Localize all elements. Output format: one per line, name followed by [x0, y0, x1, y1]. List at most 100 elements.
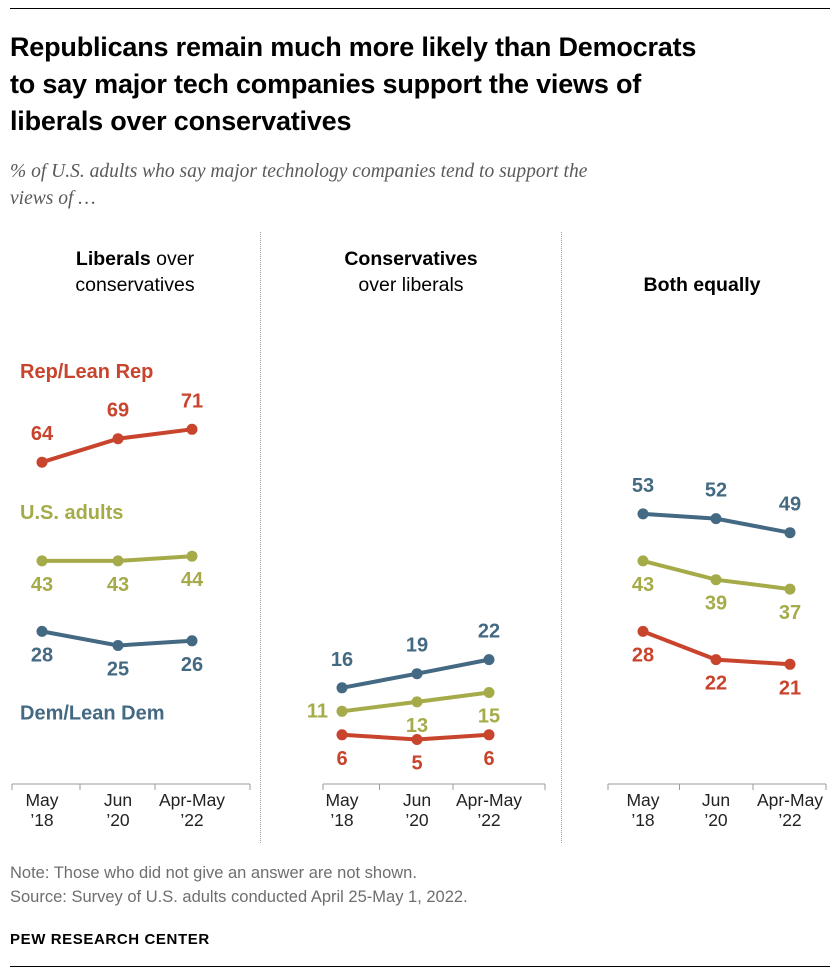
x-tick-label: May — [626, 790, 659, 810]
data-point-dem — [36, 625, 48, 637]
note-line: Note: Those who did not give an answer a… — [10, 864, 417, 882]
value-label: 16 — [331, 649, 353, 671]
value-label: 15 — [478, 706, 500, 728]
value-label: 39 — [705, 593, 727, 615]
panel-both-equally: Both equally May ’18 Jun ’20 Apr-May ’22 53 52 4… — [562, 232, 830, 843]
value-label: 69 — [107, 400, 129, 422]
data-point-us_adults — [483, 687, 495, 698]
x-tick-label: Apr-May — [456, 790, 522, 810]
series-label-dem: Dem/Lean Dem — [20, 702, 165, 724]
panel-header-bold: Conservatives — [344, 248, 478, 270]
data-point-dem — [710, 513, 722, 525]
data-point-us_adults — [186, 550, 198, 562]
data-point-dem — [483, 654, 495, 666]
x-tick-label: May — [25, 790, 58, 810]
value-label: 43 — [632, 574, 654, 596]
title-line: liberals over conservatives — [10, 106, 352, 136]
data-point-rep — [336, 729, 348, 741]
panel-header: Both equally — [574, 232, 830, 298]
data-point-rep — [784, 658, 796, 670]
data-point-us_adults — [36, 555, 48, 567]
value-label: 28 — [31, 644, 53, 666]
source-line: Source: Survey of U.S. adults conducted … — [10, 888, 468, 906]
chart-notes: Note: Those who did not give an answer a… — [10, 861, 830, 909]
value-label: 6 — [483, 748, 494, 770]
x-tick-label: ’18 — [330, 810, 353, 830]
panel-liberals-over-conservatives: Liberals over conservatives May ’18 Jun ’20… — [10, 232, 260, 843]
panel-header-bold: Both equally — [643, 274, 761, 296]
bottom-rule — [10, 966, 830, 967]
value-label: 22 — [478, 621, 500, 643]
chart-title: Republicans remain much more likely than… — [10, 29, 830, 140]
pew-research-center-brand: PEW RESEARCH CENTER — [10, 931, 210, 948]
series-label-us_adults: U.S. adults — [20, 502, 123, 524]
panel-header-rest: over conservatives — [75, 248, 195, 296]
x-tick-label: ’20 — [106, 810, 130, 830]
chart-region: Liberals over conservatives May ’18 Jun ’20… — [10, 232, 830, 843]
data-point-us_adults — [336, 705, 348, 717]
data-point-rep — [710, 654, 722, 666]
value-label: 26 — [181, 654, 203, 676]
line-chart-liberals-over-conservatives: May’18 Jun’20 Apr-May’22 64 69 71 Rep/Lean Rep… — [11, 361, 251, 830]
x-tick-label: ’22 — [778, 810, 801, 830]
data-point-dem — [637, 508, 649, 520]
value-label: 71 — [181, 390, 203, 412]
value-label: 22 — [705, 673, 727, 695]
data-point-rep — [411, 734, 423, 745]
x-tick-label: May — [325, 790, 358, 810]
value-label: 25 — [107, 659, 129, 681]
data-point-us_adults — [710, 574, 722, 586]
data-point-dem — [411, 668, 423, 680]
x-tick-label: Jun — [104, 790, 132, 810]
x-tick-label: Apr-May — [757, 790, 823, 810]
value-label: 49 — [779, 494, 801, 516]
data-point-us_adults — [411, 696, 423, 708]
data-point-us_adults — [112, 555, 124, 567]
panel-header-bold: Liberals — [75, 248, 151, 270]
subtitle-line: % of U.S. adults who say major technolog… — [10, 161, 588, 182]
panel-header-rest: over liberals — [358, 274, 464, 296]
x-tick-label: Jun — [702, 790, 730, 810]
data-point-dem — [186, 635, 198, 647]
x-tick-label: ’18 — [30, 810, 53, 830]
x-tick-label: ’18 — [631, 810, 654, 830]
x-tick-label: Jun — [403, 790, 431, 810]
x-tick-label: Apr-May — [159, 790, 225, 810]
data-point-rep — [112, 433, 124, 445]
subtitle-line: views of … — [10, 188, 96, 209]
value-label: 64 — [31, 423, 54, 445]
line-chart-conservatives-over-liberals: May’18 Jun’20 Apr-May’22 16 19 22 11 13 15 6 5 6 — [307, 621, 546, 830]
top-rule — [10, 8, 830, 9]
data-point-dem — [336, 682, 348, 694]
data-point-us_adults — [784, 583, 796, 595]
chart-subtitle: % of U.S. adults who say major technolog… — [10, 158, 830, 212]
value-label: 5 — [411, 753, 422, 775]
x-tick-label: ’22 — [180, 810, 203, 830]
value-label: 53 — [632, 475, 654, 497]
x-tick-label: ’20 — [704, 810, 728, 830]
series-label-rep: Rep/Lean Rep — [20, 361, 153, 383]
data-point-rep — [637, 625, 649, 637]
value-label: 43 — [107, 574, 129, 596]
panel-header: Conservatives over liberals — [265, 232, 557, 298]
data-point-us_adults — [637, 555, 649, 567]
data-point-dem — [112, 640, 124, 651]
line-chart-both-equally: May’18 Jun’20 Apr-May’22 53 52 49 43 39 37 28 22 21 — [607, 475, 827, 830]
title-line: to say major tech companies support the … — [10, 69, 642, 99]
x-tick-label: ’22 — [477, 810, 500, 830]
value-label: 6 — [336, 748, 347, 770]
value-label: 21 — [779, 677, 801, 699]
title-line: Republicans remain much more likely than… — [10, 32, 697, 62]
value-label: 52 — [705, 480, 727, 502]
value-label: 28 — [632, 644, 654, 666]
data-point-dem — [784, 527, 796, 539]
value-label: 13 — [406, 715, 428, 737]
value-label: 44 — [181, 569, 204, 591]
panel-conservatives-over-liberals: Conservatives over liberals May ’18 Jun ’20… — [260, 232, 562, 843]
data-point-rep — [36, 456, 48, 468]
x-tick-label: ’20 — [405, 810, 429, 830]
value-label: 19 — [406, 635, 428, 657]
value-label: 11 — [307, 700, 328, 722]
value-label: 37 — [779, 602, 801, 624]
